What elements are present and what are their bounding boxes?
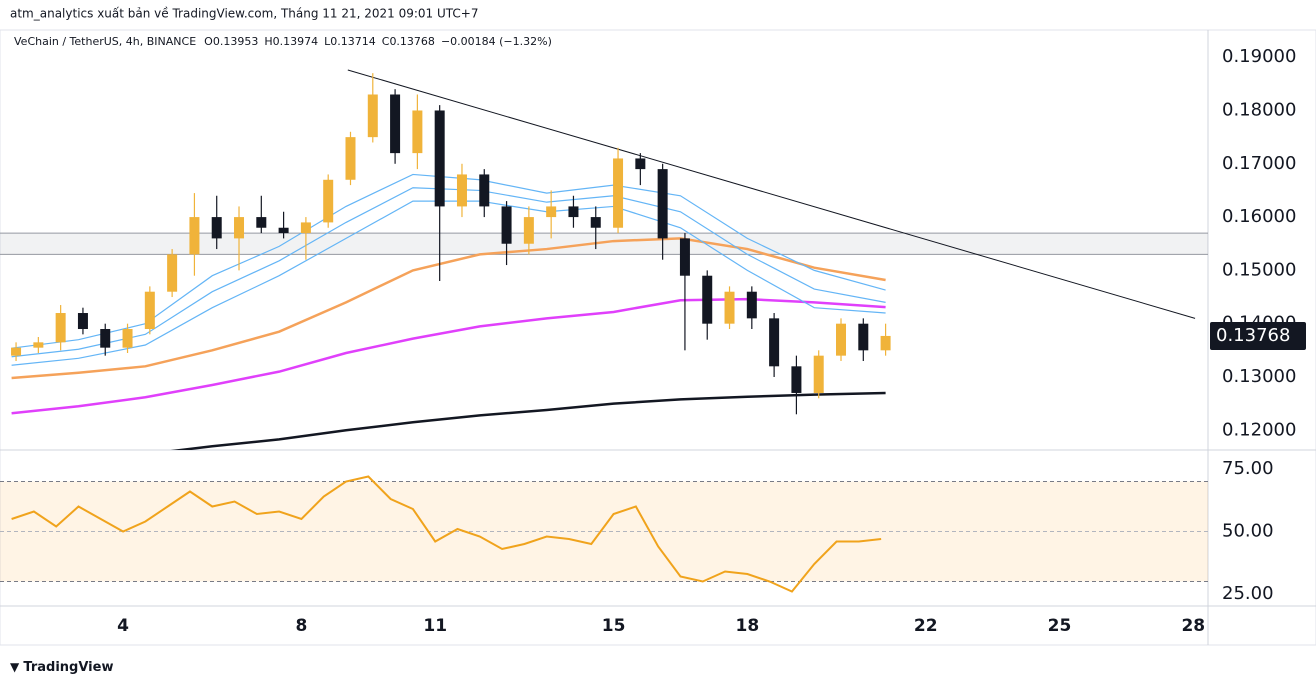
candle-body <box>234 217 245 239</box>
candle-body <box>613 158 624 228</box>
candle-body <box>300 222 311 234</box>
candle-body <box>657 169 668 239</box>
candle-body <box>769 318 780 367</box>
candle-body <box>456 174 467 207</box>
candle-body <box>122 329 133 348</box>
indicator-line <box>11 187 886 358</box>
candle-body <box>880 335 891 351</box>
candle-body <box>390 94 401 154</box>
key: O <box>204 35 213 48</box>
candle-body <box>523 217 534 244</box>
candle-body <box>858 323 869 351</box>
header: atm_analytics xuất bản về TradingView.co… <box>10 7 478 21</box>
x-tick-label: 18 <box>736 616 760 636</box>
candle-body <box>278 227 289 234</box>
logo: ▼ <box>10 660 23 674</box>
candle-body <box>434 110 445 207</box>
candle-body <box>323 179 334 223</box>
candle-body <box>144 291 155 330</box>
frame <box>0 29 1316 646</box>
y-tick-label: 0.17000 <box>1222 153 1296 174</box>
open: 0.13953 <box>213 35 259 48</box>
candle-body <box>189 217 200 255</box>
x-tick-label: 25 <box>1048 616 1072 636</box>
low: 0.13714 <box>330 35 376 48</box>
y-tick-label: 0.18000 <box>1222 99 1296 120</box>
candle-body <box>679 238 690 276</box>
candle-body <box>167 254 178 292</box>
candle-body <box>479 174 490 207</box>
price-pane <box>0 69 1208 450</box>
indicator-line <box>11 173 886 349</box>
candle-body <box>746 291 757 319</box>
candle-body <box>568 206 579 218</box>
candle-body <box>77 313 88 330</box>
footer: ▼ TradingView <box>10 660 113 675</box>
candle-body <box>211 217 222 239</box>
symbol: VeChain / TetherUS, 4h, BINANCE <box>14 35 196 48</box>
legend: VeChain / TetherUS, 4h, BINANCE O0.13953 H… <box>14 35 552 48</box>
indicator-line <box>11 297 886 415</box>
x-tick-label: 15 <box>602 616 626 636</box>
key: H <box>264 35 272 48</box>
y-tick-label: 0.19000 <box>1222 46 1296 67</box>
last-price-label: 0.13768 <box>1216 325 1290 346</box>
y-tick-label: 0.16000 <box>1222 206 1296 227</box>
indicator-line <box>11 200 886 366</box>
candle-body <box>702 275 713 324</box>
x-tick-label: 4 <box>117 616 129 636</box>
candle-body <box>836 323 847 356</box>
close: 0.13768 <box>389 35 435 48</box>
key: C <box>382 35 390 48</box>
last-price-box <box>1210 322 1306 351</box>
y-tick-label: 75.00 <box>1222 458 1274 479</box>
rsi-pane <box>0 475 1208 593</box>
candle-body <box>100 329 111 348</box>
y-tick-label: 0.12000 <box>1222 419 1296 440</box>
x-tick-label: 28 <box>1181 616 1205 636</box>
candle-body <box>590 217 601 228</box>
x-tick-label: 8 <box>296 616 308 636</box>
y-tick-label: 0.13000 <box>1222 366 1296 387</box>
candle-body <box>412 110 423 154</box>
footer-text: TradingView <box>23 660 113 675</box>
axes: 0.190000.180000.170000.160000.150000.140… <box>117 46 1306 636</box>
candle-body <box>11 347 22 356</box>
change: −0.00184 (−1.32%) <box>441 35 552 48</box>
y-tick-label: 0.15000 <box>1222 259 1296 280</box>
indicator-line <box>170 391 886 450</box>
candle-body <box>546 206 557 218</box>
candle-body <box>345 137 356 180</box>
rsi-line <box>11 475 882 593</box>
candle-body <box>813 355 824 393</box>
candle-body <box>635 158 646 170</box>
high: 0.13974 <box>273 35 319 48</box>
x-tick-label: 11 <box>423 616 447 636</box>
candle-body <box>724 291 735 324</box>
trendline <box>347 69 1196 319</box>
candle-body <box>791 366 802 393</box>
x-tick-label: 22 <box>914 616 938 636</box>
y-tick-label: 50.00 <box>1222 521 1274 542</box>
candle-body <box>501 206 512 244</box>
key: L <box>324 35 331 48</box>
y-tick-label: 25.00 <box>1222 583 1274 604</box>
candle-body <box>367 94 378 138</box>
candle-body <box>33 342 44 348</box>
zone <box>0 233 1208 255</box>
candle-body <box>256 217 267 228</box>
candle-body <box>55 313 66 343</box>
